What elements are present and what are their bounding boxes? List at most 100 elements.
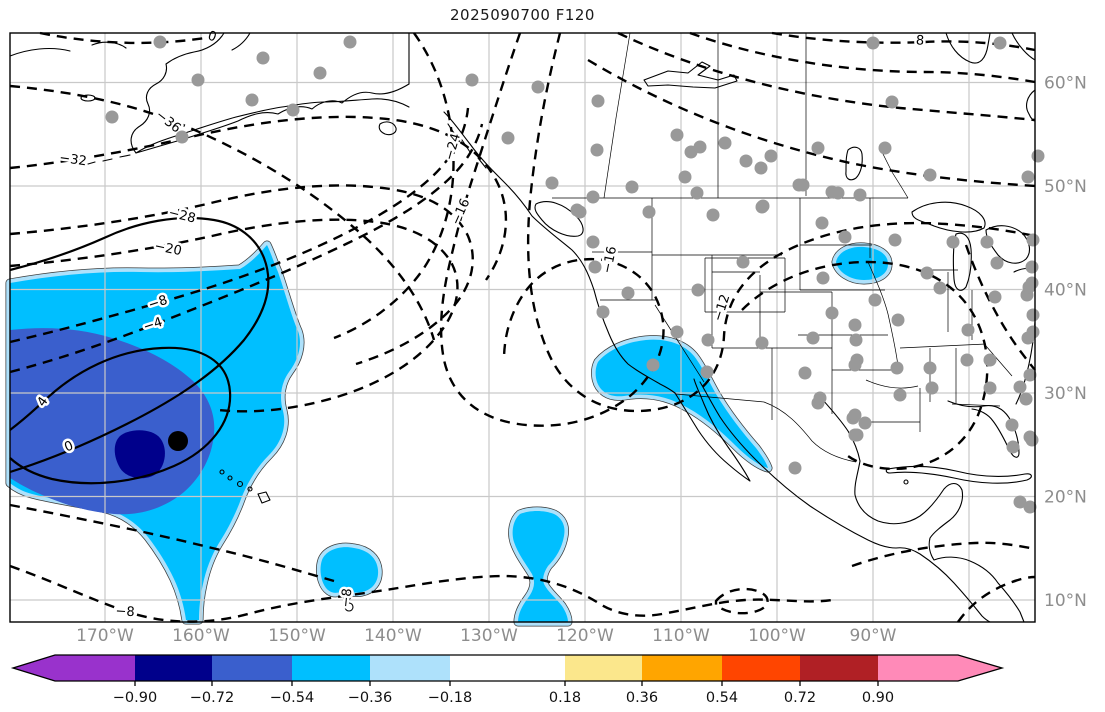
- station-dot: [885, 95, 899, 109]
- station-dot: [923, 361, 937, 375]
- station-dot: [701, 333, 715, 347]
- shaded-anomaly-regions: [5, 240, 893, 627]
- contour-label: −12: [711, 293, 734, 324]
- station-dot: [1021, 170, 1035, 184]
- station-dot: [590, 143, 604, 157]
- colorbar-segment: [722, 655, 800, 681]
- station-dot: [983, 381, 997, 395]
- latitude-label: 30°N: [1044, 384, 1087, 404]
- solid-contours: [9, 216, 270, 485]
- contour-label: −32: [58, 151, 87, 170]
- station-dot: [806, 331, 820, 345]
- contour-label: −8: [339, 588, 356, 609]
- station-dot: [788, 461, 802, 475]
- highlight-marker: [168, 431, 188, 451]
- latitude-label: 20°N: [1044, 488, 1087, 508]
- longitude-label: 140°W: [364, 626, 422, 646]
- station-dot: [706, 208, 720, 222]
- axis-labels: 170°W 160°W 150°W 140°W 130°W 120°W 110°W 100°W…: [76, 74, 1087, 647]
- station-dot: [586, 235, 600, 249]
- station-dot: [850, 428, 864, 442]
- station-dot: [256, 51, 270, 65]
- station-dot: [1023, 500, 1037, 514]
- station-dot: [501, 131, 515, 145]
- station-dot: [764, 149, 778, 163]
- colorbar-tick-label: 0.72: [784, 690, 816, 706]
- station-dot: [891, 313, 905, 327]
- station-dot: [678, 170, 692, 184]
- station-dot: [621, 286, 635, 300]
- station-dot: [755, 200, 769, 214]
- station-dot: [983, 353, 997, 367]
- contour-label: −28: [167, 205, 197, 226]
- station-dot: [868, 293, 882, 307]
- station-dot: [1023, 430, 1037, 444]
- station-dot: [1013, 380, 1027, 394]
- station-dot: [893, 388, 907, 402]
- station-dot: [1023, 368, 1037, 382]
- station-dot: [920, 266, 934, 280]
- station-dot: [1025, 260, 1039, 274]
- station-dot: [691, 283, 705, 297]
- station-dot: [531, 80, 545, 94]
- station-dot: [961, 323, 975, 337]
- station-dot: [1031, 149, 1045, 163]
- station-dot: [848, 318, 862, 332]
- colorbar-tick-label: 0.54: [706, 690, 738, 706]
- station-dot: [1006, 440, 1020, 454]
- colorbar-segment: [292, 655, 370, 681]
- contour-label: −16: [449, 196, 474, 227]
- colorbar-segment: [450, 655, 565, 681]
- station-dot: [545, 176, 559, 190]
- station-dot: [625, 180, 639, 194]
- station-dot: [890, 361, 904, 375]
- colorbar-segment: [135, 655, 212, 681]
- longitude-label: 110°W: [652, 626, 710, 646]
- longitude-label: 90°W: [850, 626, 897, 646]
- station-dot: [105, 110, 119, 124]
- station-dot: [878, 141, 892, 155]
- longitude-label: 130°W: [460, 626, 518, 646]
- figure-title: 2025090700 F120: [450, 6, 595, 24]
- station-dot: [588, 260, 602, 274]
- station-dot: [988, 290, 1002, 304]
- pacific-negative-anomaly: [5, 240, 305, 625]
- colorbar-left-arrow: [13, 655, 55, 681]
- station-dot: [670, 325, 684, 339]
- station-dot: [591, 94, 605, 108]
- station-dot: [923, 168, 937, 182]
- station-dot: [690, 186, 704, 200]
- colorbar-outline: [10, 654, 1005, 682]
- station-dot: [825, 306, 839, 320]
- colorbar-tick-label: −0.18: [428, 690, 472, 706]
- selected-point-marker: [168, 431, 188, 451]
- map-frame: [9, 32, 1036, 623]
- station-dot: [848, 358, 862, 372]
- dashed-contours: [9, 31, 1036, 623]
- longitude-label: 120°W: [556, 626, 614, 646]
- station-dot: [792, 178, 806, 192]
- station-dot: [798, 366, 812, 380]
- latitude-label: 40°N: [1044, 281, 1087, 301]
- station-dot: [739, 154, 753, 168]
- contour-label: −16: [600, 245, 620, 275]
- station-dot: [980, 235, 994, 249]
- station-dot: [831, 186, 845, 200]
- longitude-label: 170°W: [76, 626, 134, 646]
- station-dot: [933, 281, 947, 295]
- contour-label: 8: [915, 33, 924, 49]
- station-dot: [191, 73, 205, 87]
- station-dot: [993, 36, 1007, 50]
- colorbar-segment: [55, 655, 135, 681]
- station-dot: [1013, 495, 1027, 509]
- latitude-label: 60°N: [1044, 74, 1087, 94]
- hawaii-islands: [219, 469, 271, 504]
- station-dot: [245, 93, 259, 107]
- station-dots: [105, 35, 1045, 514]
- station-dot: [1026, 233, 1040, 247]
- station-dot: [816, 271, 830, 285]
- station-dot: [813, 391, 827, 405]
- station-dot: [670, 128, 684, 142]
- station-dot: [736, 255, 750, 269]
